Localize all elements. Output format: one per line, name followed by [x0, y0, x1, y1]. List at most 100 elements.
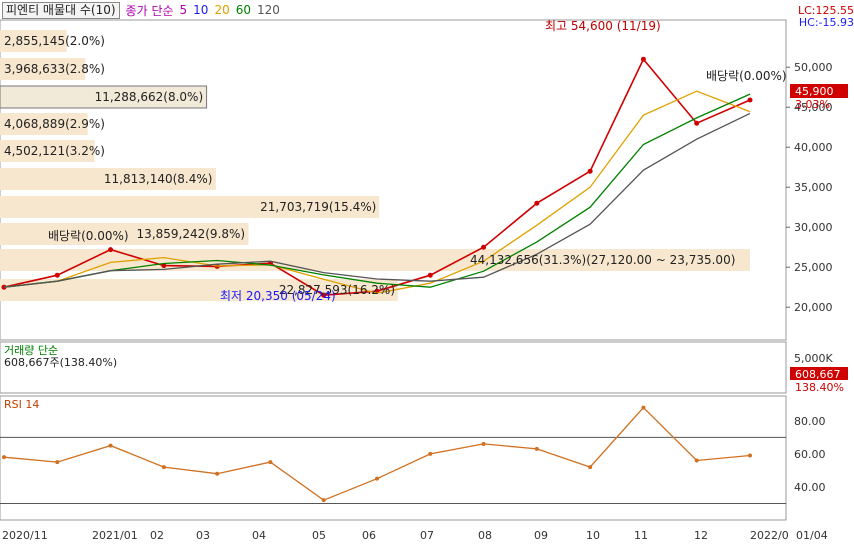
moving-average-line	[3, 93, 751, 288]
rsi-panel-frame	[0, 395, 787, 521]
rsi-point	[215, 471, 220, 476]
volume-profile-bar	[0, 85, 208, 109]
price-point	[534, 200, 540, 206]
volume-profile-label: 11,813,140(8.4%)	[104, 172, 213, 186]
volume-current-box	[790, 367, 848, 380]
price-axis-label: 45,000	[794, 101, 833, 114]
price-point	[321, 292, 327, 298]
volume-profile-label: 44,132,656(31.3%)(27,120.00 ~ 23,735.00)	[470, 253, 735, 267]
rsi-point	[2, 455, 6, 460]
rsi-point	[641, 405, 646, 410]
volume-profile-bar	[0, 196, 380, 218]
high-price-label: 최고 54,600 (11/19)	[545, 19, 661, 33]
rsi-point	[428, 451, 433, 456]
rsi-point	[748, 453, 752, 458]
current-price-box	[790, 84, 848, 98]
x-axis-label: 02	[150, 529, 164, 542]
price-axis-label: 30,000	[794, 221, 833, 234]
rsi-point	[481, 441, 486, 446]
moving-average-line	[3, 90, 751, 294]
rsi-point	[375, 476, 379, 481]
x-axis-label: 03	[196, 529, 210, 542]
x-axis-label: 07	[420, 529, 434, 542]
price-panel-frame	[0, 19, 787, 341]
volume-panel-label: 거래량 단순	[4, 344, 58, 357]
price-point	[108, 247, 114, 253]
dividend-label: 배당락(0.00%)	[48, 229, 129, 243]
rsi-axis-label: 40.00	[794, 481, 826, 494]
dividend-label: 배당락(0.00%)	[706, 69, 787, 83]
moving-average-line	[3, 112, 751, 288]
volume-profile-label: 13,859,242(9.8%)	[137, 227, 246, 241]
volume-profile-bar	[0, 58, 86, 80]
volume-profile-bar	[0, 140, 95, 162]
volume-profile-label: 4,502,121(3.2%)	[4, 144, 105, 158]
x-axis-label: 12	[694, 529, 708, 542]
x-axis-label: 06	[362, 529, 376, 542]
price-point	[481, 244, 487, 250]
x-axis-label: 2022/0	[750, 529, 789, 542]
price-point	[640, 56, 646, 62]
volume-right-value: 608,667	[795, 368, 841, 381]
ma-period-120: 120	[257, 3, 280, 17]
chart-header: 피엔티 매물대 수(10) 종가 단순 5 10 20 60 120	[0, 0, 788, 20]
rsi-point	[694, 458, 699, 463]
volume-profile-label: 11,288,662(8.0%)	[95, 90, 204, 104]
ma-period-5: 5	[179, 3, 188, 17]
price-axis-label: 25,000	[794, 261, 833, 274]
x-axis-label: 01/04	[796, 529, 828, 542]
rsi-panel-label: RSI 14	[4, 398, 39, 411]
volume-profile-bar	[0, 168, 216, 190]
volume-profile-bar	[0, 223, 249, 245]
rsi-point	[588, 465, 593, 470]
volume-profile-label: 4,068,889(2.9%)	[4, 117, 105, 131]
ma-period-20: 20	[214, 3, 230, 17]
x-axis-label: 10	[586, 529, 600, 542]
price-axis-label: 20,000	[794, 301, 833, 314]
rsi-point	[161, 465, 166, 470]
x-axis-label: 04	[252, 529, 266, 542]
ma-label: 종가 단순	[125, 3, 174, 18]
rsi-series-line	[3, 406, 751, 501]
volume-profile-label: 21,703,719(15.4%)	[260, 200, 376, 214]
price-axis-label: 35,000	[794, 181, 833, 194]
x-axis-label: 2020/11	[2, 529, 48, 542]
volume-panel-frame	[0, 341, 787, 394]
low-price-label: 최저 20,350 (05/24)	[220, 289, 336, 303]
volume-profile-bar	[0, 279, 398, 301]
volume-profile-label: 2,855,145(2.0%)	[4, 34, 105, 48]
x-axis-label: 09	[534, 529, 548, 542]
price-point	[694, 120, 700, 126]
volume-profile-label: 3,968,633(2.8%)	[4, 62, 105, 76]
stock-selector[interactable]: 피엔티 매물대 수(10)	[2, 1, 120, 19]
price-point	[161, 263, 167, 269]
x-axis-label: 05	[312, 529, 326, 542]
volume-axis-label: 5,000K	[794, 352, 833, 365]
rsi-axis-label: 80.00	[794, 415, 826, 428]
price-point	[427, 272, 433, 278]
rsi-point	[534, 446, 539, 451]
volume-profile-bar	[0, 113, 88, 135]
hc-label: HC:-15.93	[798, 16, 854, 29]
rsi-point	[321, 498, 326, 503]
price-point	[747, 97, 753, 103]
volume-profile-bar	[0, 30, 67, 52]
ma-period-60: 60	[235, 3, 252, 17]
current-change-label: 3.03%	[795, 98, 830, 111]
volume-profile-label: 22,827,593(16.2%)	[279, 283, 395, 297]
ma-period-10: 10	[193, 3, 209, 17]
rsi-point	[268, 460, 273, 465]
x-axis-label: 11	[634, 529, 648, 542]
price-point	[587, 168, 593, 174]
x-axis-label: 08	[478, 529, 492, 542]
volume-current-label: 608,667주(138.40%)	[4, 356, 117, 369]
rsi-point	[55, 460, 60, 465]
rsi-axis-label: 60.00	[794, 448, 826, 461]
volume-right-pct: 138.40%	[795, 381, 844, 394]
price-point	[54, 272, 60, 278]
x-axis-label: 2021/01	[92, 529, 138, 542]
price-axis-label: 40,000	[794, 141, 833, 154]
price-axis-label: 50,000	[794, 61, 833, 74]
